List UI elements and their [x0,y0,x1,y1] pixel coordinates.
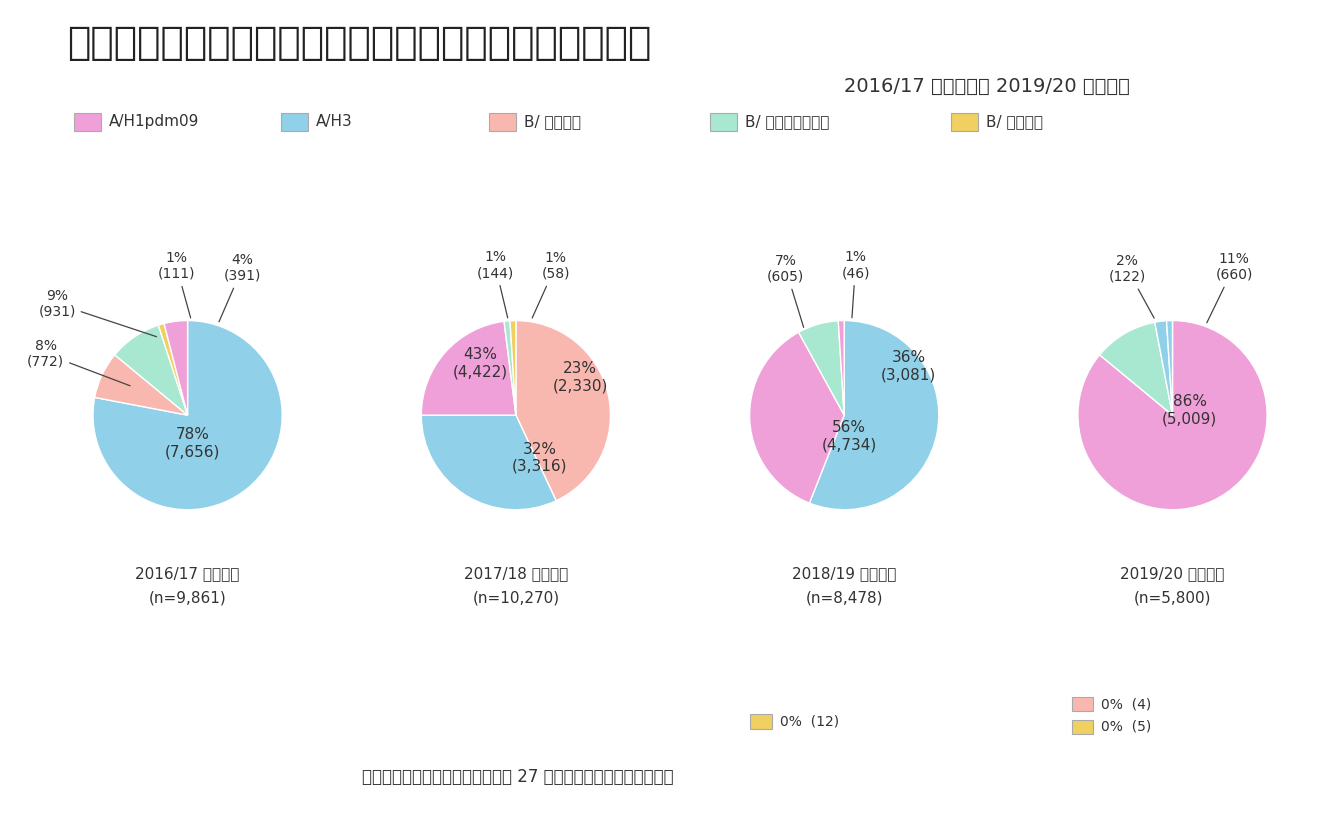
Wedge shape [1077,321,1268,510]
Text: 7%
(605): 7% (605) [766,254,804,327]
Text: 1%
(144): 1% (144) [477,250,513,317]
Text: B/ 山形系統: B/ 山形系統 [524,114,582,129]
Wedge shape [504,321,516,415]
Text: 1%
(46): 1% (46) [842,250,870,317]
Wedge shape [158,323,188,415]
Wedge shape [115,325,188,415]
Text: 8%
(772): 8% (772) [27,339,130,386]
Wedge shape [1100,322,1172,415]
Wedge shape [95,355,188,415]
Text: 11%
(660): 11% (660) [1207,252,1253,323]
Wedge shape [839,321,844,415]
Text: 43%
(4,422): 43% (4,422) [453,347,508,379]
Text: 86%
(5,009): 86% (5,009) [1162,394,1217,427]
Wedge shape [1167,321,1172,415]
Wedge shape [1155,321,1172,415]
Text: B/ 系統不明: B/ 系統不明 [986,114,1044,129]
Wedge shape [516,321,611,501]
Text: (n=5,800): (n=5,800) [1134,590,1211,605]
Text: 1%
(58): 1% (58) [532,251,570,318]
Text: 図２　インフルエンザウイルス分離・検出報告数の割合: 図２ インフルエンザウイルス分離・検出報告数の割合 [67,24,651,63]
Text: 2016/17 シーズン: 2016/17 シーズン [135,567,240,581]
Text: 9%
(931): 9% (931) [39,289,157,337]
Text: A/H3: A/H3 [316,114,352,129]
Text: 23%
(2,330): 23% (2,330) [552,361,608,393]
Text: 2016/17 シーズン～ 2019/20 シーズン: 2016/17 シーズン～ 2019/20 シーズン [844,77,1130,96]
Text: 2019/20 シーズン: 2019/20 シーズン [1120,567,1225,581]
Text: 4%
(391): 4% (391) [218,252,261,322]
Text: (n=9,861): (n=9,861) [149,590,226,605]
Text: (n=10,270): (n=10,270) [472,590,560,605]
Wedge shape [511,321,516,415]
Text: 2%
(122): 2% (122) [1108,254,1154,318]
Text: 0%  (4): 0% (4) [1101,697,1152,711]
Wedge shape [799,321,844,415]
Text: 2018/19 シーズン: 2018/19 シーズン [792,567,896,581]
Text: B/ ビクトリア系統: B/ ビクトリア系統 [745,114,829,129]
Text: A/H1pdm09: A/H1pdm09 [109,114,198,129]
Wedge shape [92,321,283,510]
Text: 0%  (5): 0% (5) [1101,720,1152,734]
Text: 国立感染症研究所　令和２年８月 27 日の発表をもとにテルモ作成: 国立感染症研究所 令和２年８月 27 日の発表をもとにテルモ作成 [362,768,674,786]
Wedge shape [163,321,188,415]
Text: 2017/18 シーズン: 2017/18 シーズン [464,567,568,581]
Text: 78%
(7,656): 78% (7,656) [165,427,220,460]
Wedge shape [421,322,516,415]
Wedge shape [749,332,844,503]
Text: 32%
(3,316): 32% (3,316) [512,441,567,474]
Text: (n=8,478): (n=8,478) [805,590,883,605]
Text: 36%
(3,081): 36% (3,081) [880,350,937,382]
Text: 56%
(4,734): 56% (4,734) [821,420,876,452]
Text: 0%  (12): 0% (12) [780,714,839,729]
Text: 1%
(111): 1% (111) [158,251,196,318]
Wedge shape [809,321,939,510]
Wedge shape [421,415,556,510]
